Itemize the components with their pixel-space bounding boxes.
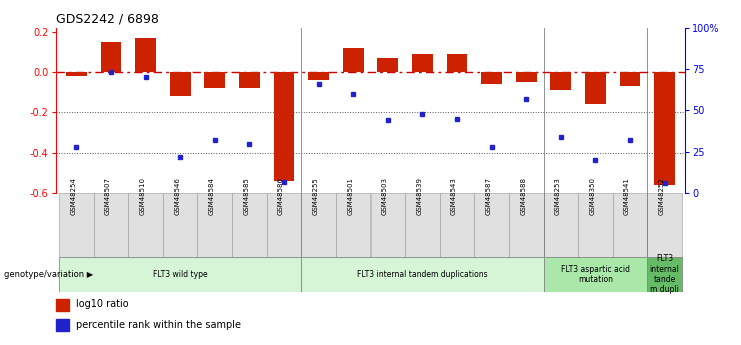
Bar xyxy=(551,72,571,90)
Bar xyxy=(613,193,648,257)
Text: GSM48587: GSM48587 xyxy=(485,177,491,215)
Text: FLT3 aspartic acid
mutation: FLT3 aspartic acid mutation xyxy=(561,265,630,284)
Bar xyxy=(66,72,87,76)
Text: GSM48350: GSM48350 xyxy=(589,177,596,215)
Bar xyxy=(239,72,260,88)
Bar xyxy=(370,193,405,257)
Bar xyxy=(56,319,68,331)
Text: GSM48253: GSM48253 xyxy=(555,177,561,215)
Bar xyxy=(128,193,163,257)
Text: FLT3 internal tandem duplications: FLT3 internal tandem duplications xyxy=(357,270,488,279)
Text: GSM48586: GSM48586 xyxy=(278,177,284,215)
Text: GSM48584: GSM48584 xyxy=(209,177,215,215)
Text: log10 ratio: log10 ratio xyxy=(76,299,129,309)
Bar xyxy=(619,72,640,86)
Bar xyxy=(648,193,682,257)
Bar xyxy=(412,54,433,72)
Bar xyxy=(578,193,613,257)
Bar xyxy=(205,72,225,88)
Bar xyxy=(585,72,606,104)
Bar xyxy=(474,193,509,257)
Bar xyxy=(59,257,302,292)
Bar xyxy=(439,193,474,257)
Bar xyxy=(481,72,502,84)
Text: GSM48503: GSM48503 xyxy=(382,177,388,215)
Bar xyxy=(273,72,294,181)
Text: FLT3 wild type: FLT3 wild type xyxy=(153,270,207,279)
Bar xyxy=(170,72,190,96)
Text: GSM48252: GSM48252 xyxy=(659,178,665,215)
Bar xyxy=(516,72,536,82)
Text: GSM48255: GSM48255 xyxy=(313,178,319,215)
Text: GSM48546: GSM48546 xyxy=(174,177,180,215)
Bar xyxy=(343,48,364,72)
Bar xyxy=(101,42,122,72)
Bar xyxy=(267,193,302,257)
Bar xyxy=(648,257,682,292)
Bar xyxy=(308,72,329,80)
Text: GSM48510: GSM48510 xyxy=(139,177,145,215)
Bar xyxy=(302,193,336,257)
Text: GSM48507: GSM48507 xyxy=(105,177,111,215)
Bar xyxy=(93,193,128,257)
Bar xyxy=(232,193,267,257)
Text: GSM48539: GSM48539 xyxy=(416,177,422,215)
Bar xyxy=(377,58,398,72)
Bar xyxy=(447,54,468,72)
Text: genotype/variation ▶: genotype/variation ▶ xyxy=(4,270,93,279)
Text: GSM48501: GSM48501 xyxy=(348,177,353,215)
Text: GSM48254: GSM48254 xyxy=(70,178,76,215)
Text: GDS2242 / 6898: GDS2242 / 6898 xyxy=(56,12,159,25)
Text: GSM48585: GSM48585 xyxy=(243,177,250,215)
Text: GSM48543: GSM48543 xyxy=(451,177,457,215)
Bar xyxy=(405,193,439,257)
Bar xyxy=(59,193,93,257)
Bar xyxy=(544,193,578,257)
Bar xyxy=(654,72,675,185)
Bar xyxy=(544,257,648,292)
Bar xyxy=(163,193,197,257)
Text: FLT3
internal
tande
m dupli: FLT3 internal tande m dupli xyxy=(650,254,679,294)
Bar xyxy=(336,193,370,257)
Text: GSM48541: GSM48541 xyxy=(624,177,630,215)
Text: percentile rank within the sample: percentile rank within the sample xyxy=(76,320,241,329)
Text: GSM48588: GSM48588 xyxy=(520,177,526,215)
Bar xyxy=(56,299,68,311)
Bar xyxy=(509,193,544,257)
Bar xyxy=(197,193,232,257)
Bar xyxy=(302,257,544,292)
Bar xyxy=(135,38,156,72)
